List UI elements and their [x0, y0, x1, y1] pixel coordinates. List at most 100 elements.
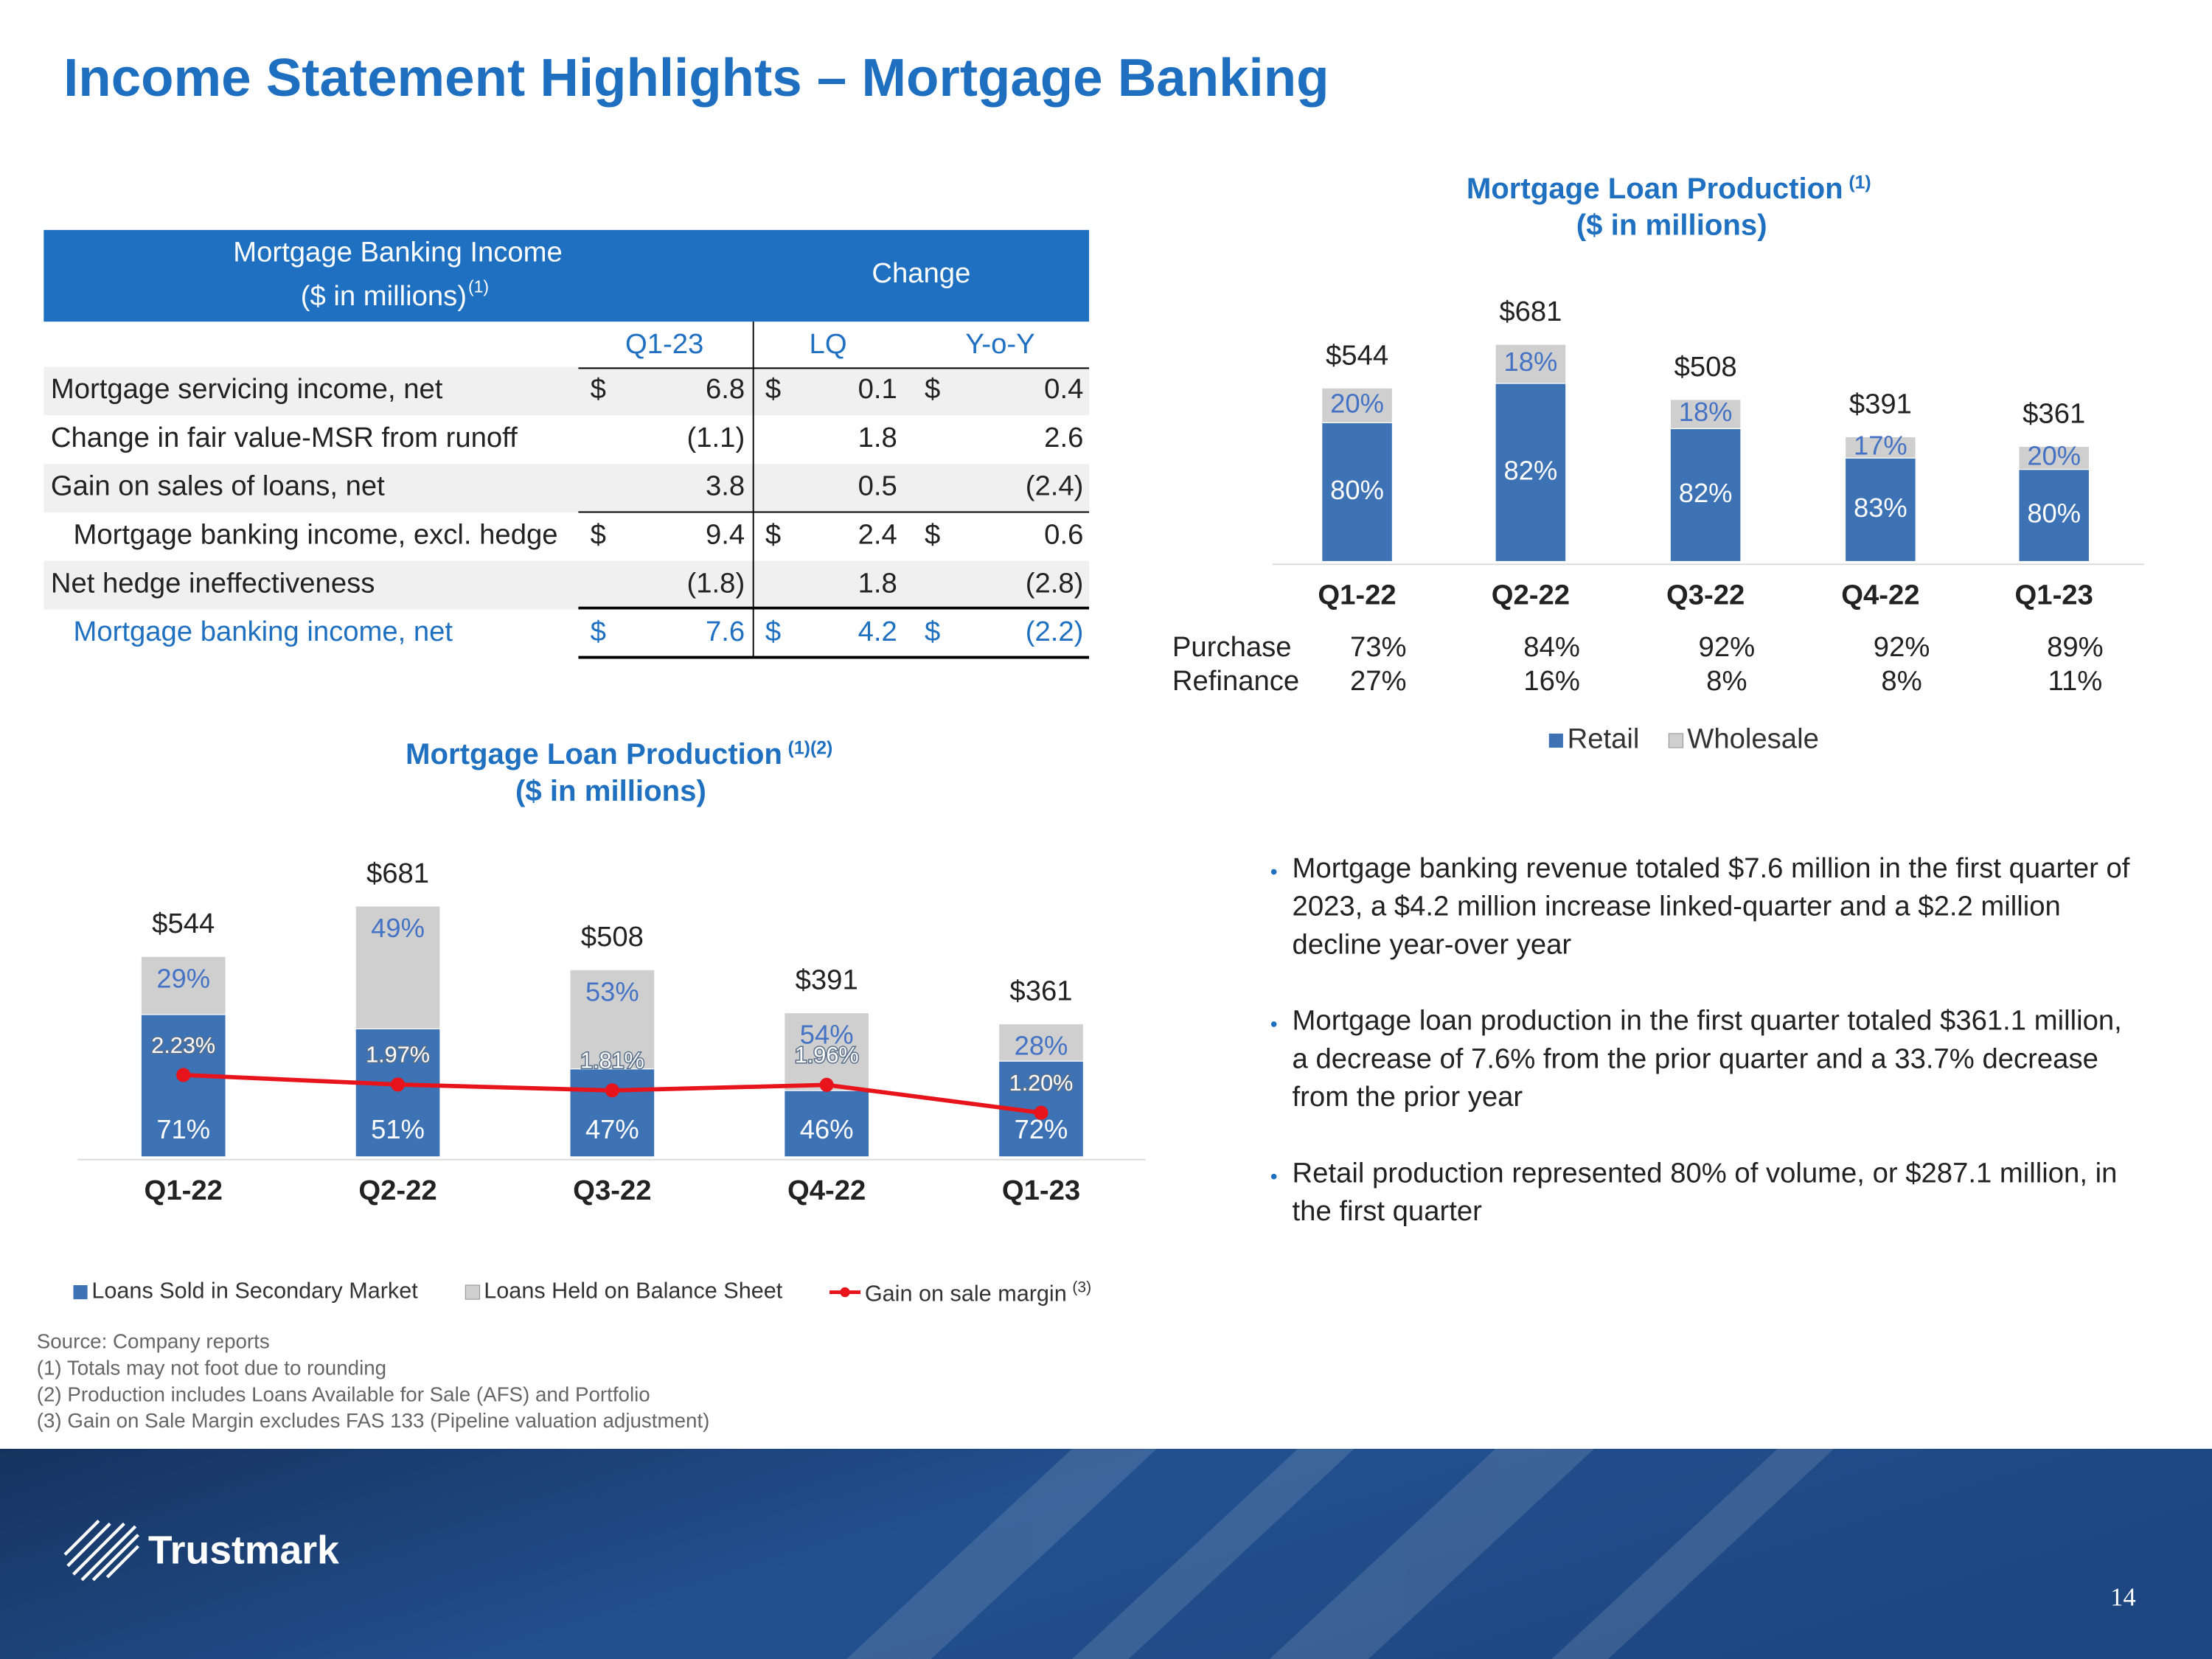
row-label: Change in fair value-MSR from runoff: [51, 422, 518, 453]
line-label: 1.96%: [795, 1043, 859, 1068]
bullet-list: Mortgage banking revenue totaled $7.6 mi…: [1242, 851, 2144, 1232]
cell: 7.6: [706, 616, 745, 647]
cell: 3.8: [706, 470, 745, 502]
row-label: Gain on sales of loans, net: [51, 470, 385, 502]
cell: $: [765, 616, 781, 647]
line-marker: [819, 1077, 834, 1092]
bar-segment: [1495, 344, 1567, 384]
footnote: (3) Gain on Sale Margin excludes FAS 133…: [37, 1409, 710, 1432]
cell: 0.4: [1044, 373, 1083, 405]
bullet: Mortgage loan production in the first qu…: [1293, 1003, 2145, 1117]
bullet: Mortgage banking revenue totaled $7.6 mi…: [1293, 851, 2145, 965]
segment-label: 28%: [1015, 1031, 1068, 1061]
line-label: 1.81%: [580, 1048, 644, 1074]
total-label: $391: [1849, 388, 1912, 420]
row-label: Mortgage servicing income, net: [51, 373, 443, 405]
segment-label: 51%: [371, 1114, 425, 1144]
legend-swatch: [1548, 733, 1563, 748]
segment-label: 54%: [800, 1020, 854, 1050]
bar-segment: [140, 956, 226, 1015]
segment-label: 80%: [2027, 498, 2081, 529]
footnote: Source: Company reports: [37, 1330, 270, 1353]
cell: 4.2: [858, 616, 897, 647]
column-header: Q1-23: [625, 328, 703, 360]
x-tick-label: Q2-22: [358, 1175, 437, 1206]
cell: $: [765, 373, 781, 405]
column-header: LQ: [810, 328, 847, 360]
footnote: (1) Totals may not foot due to rounding: [37, 1357, 386, 1380]
chart-title: Mortgage Loan Production: [406, 737, 782, 771]
bar-segment: [140, 1014, 226, 1158]
logo-text: Trustmark: [148, 1529, 339, 1573]
cell: $: [925, 616, 940, 647]
bar-segment: [569, 969, 655, 1070]
mix-value: 27%: [1350, 665, 1407, 697]
bar-segment: [1844, 457, 1916, 563]
bar-segment: [1495, 383, 1567, 563]
legend-swatch: [465, 1284, 481, 1300]
cell: $: [925, 373, 940, 405]
chart-subtitle: ($ in millions): [1576, 209, 1767, 242]
legend-label: Loans Sold in Secondary Market: [91, 1279, 418, 1304]
bar-segment: [2018, 445, 2090, 470]
cell: 9.4: [706, 519, 745, 551]
bar-segment: [1321, 387, 1393, 423]
segment-label: 47%: [585, 1114, 639, 1144]
bar-segment: [1321, 422, 1393, 563]
table-header-note: (1): [468, 276, 489, 296]
row-shade: [44, 560, 1090, 610]
segment-label: 20%: [1330, 388, 1384, 418]
cell: (1.8): [687, 567, 745, 599]
bar-segment: [1669, 399, 1742, 429]
total-label: $391: [796, 964, 858, 996]
segment-label: 71%: [156, 1114, 210, 1144]
cell: $: [591, 519, 606, 551]
footnote: (2) Production includes Loans Available …: [37, 1382, 650, 1405]
bar-segment: [784, 1012, 870, 1091]
cell: 6.8: [706, 373, 745, 405]
x-tick-label: Q4-22: [1841, 579, 1919, 611]
segment-label: 18%: [1679, 397, 1733, 427]
total-label: $508: [1674, 351, 1737, 383]
legend-label: Gain on sale margin: [865, 1281, 1067, 1306]
x-tick-label: Q1-22: [145, 1175, 223, 1206]
total-label: $544: [152, 908, 215, 939]
bar-segment: [2018, 469, 2090, 563]
footer-band: [0, 1448, 2212, 1659]
segment-label: 83%: [1854, 493, 1907, 523]
legend-label: Retail: [1568, 723, 1640, 755]
total-label: $361: [1009, 975, 1072, 1007]
x-tick-label: Q1-22: [1318, 579, 1396, 611]
total-label: $361: [2023, 397, 2085, 429]
segment-label: 17%: [1854, 430, 1907, 460]
total-label: $508: [581, 921, 644, 953]
table-header-change: Change: [872, 257, 970, 289]
table-header: [44, 229, 1090, 322]
bar-segment: [355, 1028, 441, 1158]
bar-segment: [355, 905, 441, 1030]
segment-label: 49%: [371, 913, 425, 943]
cell: 2.6: [1044, 422, 1083, 453]
cell: 0.5: [858, 470, 897, 502]
legend-swatch: [73, 1284, 88, 1300]
mix-value: 11%: [2048, 665, 2103, 697]
cell: $: [765, 519, 781, 551]
cell: (1.1): [687, 422, 745, 453]
legend-label: Loans Held on Balance Sheet: [484, 1279, 783, 1304]
total-label: $681: [366, 858, 429, 889]
logo-icon: [63, 1520, 139, 1582]
mix-label: Purchase: [1172, 631, 1292, 663]
total-label: $544: [1326, 339, 1388, 371]
cell: (2.2): [1026, 616, 1084, 647]
mix-value: 73%: [1350, 631, 1407, 663]
x-tick-label: Q2-22: [1492, 579, 1570, 611]
segment-label: 29%: [156, 963, 210, 993]
mix-label: Refinance: [1172, 665, 1299, 697]
bullets-box: Mortgage banking revenue totaled $7.6 mi…: [1242, 851, 2144, 1274]
line-marker: [176, 1068, 191, 1082]
line-marker: [390, 1077, 406, 1092]
segment-label: 46%: [800, 1114, 854, 1144]
bullet: Retail production represented 80% of vol…: [1293, 1155, 2145, 1231]
slide-title: Income Statement Highlights – Mortgage B…: [63, 48, 1329, 108]
